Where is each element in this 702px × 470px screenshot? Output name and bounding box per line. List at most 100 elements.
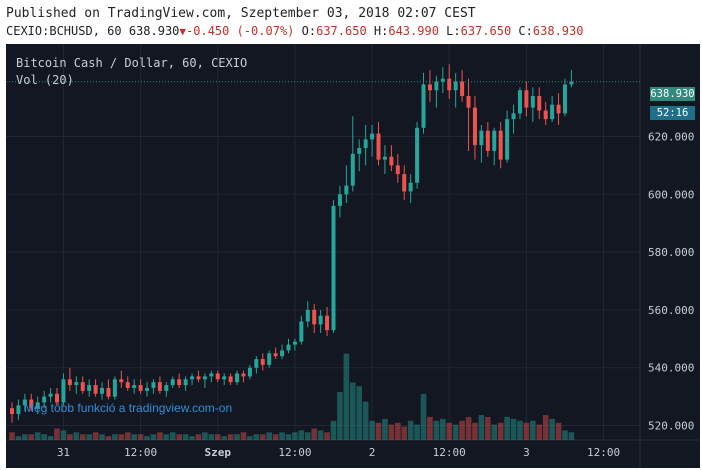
volume-bar bbox=[279, 432, 285, 440]
volume-bar bbox=[375, 422, 382, 440]
more-features-link[interactable]: Még több funkció a tradingview.com-on bbox=[24, 401, 233, 415]
volume-bar bbox=[465, 416, 472, 440]
volume-bar bbox=[542, 415, 549, 440]
volume-bar bbox=[285, 434, 292, 440]
y-tick-label: 540.000 bbox=[648, 362, 694, 375]
candle-body bbox=[472, 107, 477, 146]
volume-bar bbox=[92, 432, 99, 440]
candle-body bbox=[151, 382, 156, 388]
down-arrow-icon: ▼ bbox=[179, 25, 187, 38]
candle-body bbox=[190, 376, 195, 380]
volume-bar bbox=[452, 424, 459, 440]
candle-body bbox=[177, 379, 182, 386]
candlestick-chart[interactable]: 620.000 600.000 580.000 560.000 540.000 520.0… bbox=[6, 44, 700, 468]
volume-bar bbox=[420, 393, 427, 440]
candle-body bbox=[344, 185, 349, 195]
quote-line: CEXIO:BCHUSD, 60 638.930▼-0.450 (-0.07%)… bbox=[6, 24, 584, 38]
volume-bar bbox=[395, 422, 401, 440]
volume-bar bbox=[497, 422, 504, 440]
volume-bar bbox=[112, 434, 118, 440]
volume-bar bbox=[259, 434, 266, 440]
volume-bar bbox=[549, 418, 555, 440]
volume-bar bbox=[472, 422, 478, 440]
candle-body bbox=[106, 387, 111, 397]
candle-body bbox=[357, 148, 362, 154]
volume-bar bbox=[54, 428, 60, 440]
candle-body bbox=[370, 133, 375, 140]
candle-body bbox=[42, 396, 47, 403]
volume-legend: Vol (20) bbox=[16, 73, 74, 87]
chart-area[interactable]: 620.000 600.000 580.000 560.000 540.000 520.0… bbox=[6, 44, 700, 468]
volume-bar bbox=[47, 436, 54, 440]
candle-body bbox=[318, 315, 323, 325]
candle-body bbox=[170, 379, 175, 386]
candle-body bbox=[498, 130, 503, 160]
volume-bar bbox=[118, 434, 125, 440]
volume-bar bbox=[124, 432, 131, 440]
candle-body bbox=[125, 382, 130, 388]
candle-body bbox=[112, 379, 117, 397]
candle-body bbox=[29, 399, 34, 409]
candle-body bbox=[492, 130, 497, 151]
volume-bar bbox=[253, 434, 260, 440]
candle-body bbox=[325, 315, 330, 331]
volume-bar bbox=[157, 432, 163, 440]
candle-body bbox=[511, 113, 516, 120]
price-change: -0.450 (-0.07%) bbox=[186, 24, 295, 38]
volume-bar bbox=[555, 422, 562, 440]
candle-body bbox=[48, 393, 53, 397]
volume-bar bbox=[9, 432, 15, 440]
symbol-label: CEXIO:BCHUSD, 60 bbox=[6, 24, 122, 38]
volume-bar bbox=[15, 436, 22, 440]
candle-body bbox=[517, 90, 522, 114]
y-tick-label: 600.000 bbox=[648, 188, 694, 201]
candle-body bbox=[183, 379, 188, 386]
volume-bar bbox=[214, 434, 221, 440]
volume-bar bbox=[324, 432, 330, 440]
volume-bar bbox=[34, 432, 41, 440]
volume-bar bbox=[221, 436, 227, 440]
volume-bar bbox=[349, 382, 356, 440]
candle-body bbox=[453, 81, 458, 91]
x-tick-label: 12:00 bbox=[124, 446, 157, 459]
candle-body bbox=[434, 81, 439, 91]
candle-body bbox=[87, 385, 92, 391]
candle-body bbox=[61, 379, 66, 403]
candle-body bbox=[267, 353, 272, 365]
candle-body bbox=[562, 84, 567, 114]
candle-body bbox=[447, 78, 452, 91]
candle-body bbox=[228, 376, 233, 383]
volume-bar bbox=[105, 436, 112, 440]
candle-body bbox=[280, 350, 285, 357]
candle-body bbox=[100, 387, 105, 394]
volume-bar bbox=[99, 434, 105, 440]
volume-bar bbox=[401, 426, 408, 440]
candle-body bbox=[16, 405, 21, 414]
volume-bar bbox=[427, 416, 433, 440]
candle-body bbox=[466, 96, 471, 108]
volume-bar bbox=[317, 430, 324, 440]
volume-bar bbox=[343, 353, 350, 440]
volume-bar bbox=[292, 432, 298, 440]
candle-body bbox=[402, 174, 407, 192]
volume-bar bbox=[298, 430, 305, 440]
volume-bar bbox=[144, 436, 150, 440]
volume-bar bbox=[382, 418, 388, 440]
candle-body bbox=[202, 376, 207, 380]
open-value: 637.650 bbox=[316, 24, 367, 38]
candle-body bbox=[550, 104, 555, 120]
volume-bar bbox=[369, 420, 375, 440]
last-price-badge: 638.930 bbox=[650, 87, 695, 101]
candle-body bbox=[556, 104, 561, 114]
candle-body bbox=[164, 385, 169, 391]
published-caption: Published on TradingView.com, Szeptember… bbox=[6, 6, 476, 21]
volume-bar bbox=[491, 424, 498, 440]
y-tick-label: 560.000 bbox=[648, 304, 694, 317]
volume-bar bbox=[266, 432, 272, 440]
volume-bar bbox=[131, 434, 137, 440]
candle-body bbox=[427, 84, 432, 91]
x-tick-label: 3 bbox=[523, 446, 530, 459]
candle-body bbox=[530, 96, 535, 108]
high-value: 643.990 bbox=[388, 24, 439, 38]
volume-bar bbox=[562, 430, 568, 440]
